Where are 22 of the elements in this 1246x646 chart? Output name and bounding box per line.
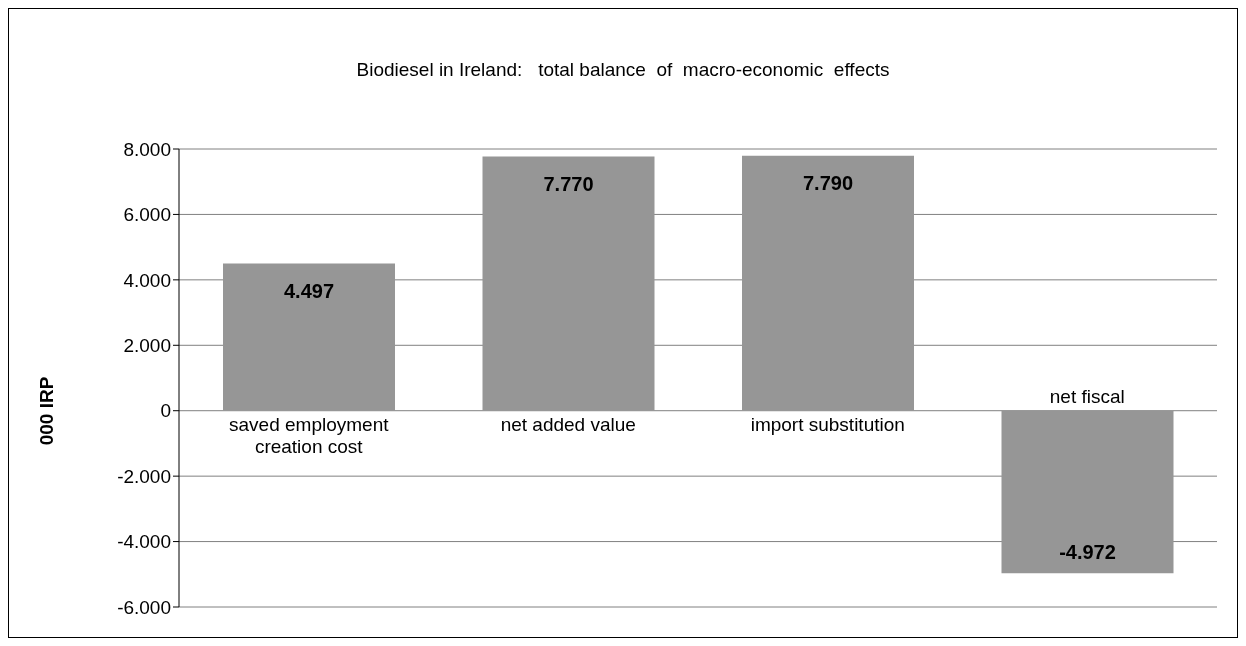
bar xyxy=(482,156,655,411)
data-label: 7.790 xyxy=(802,171,854,194)
y-tick-label: 0 xyxy=(160,400,171,422)
x-tick-label: saved employment creation cost xyxy=(229,413,390,457)
y-tick-label: 2.000 xyxy=(123,335,171,357)
x-tick-label: net fiscal xyxy=(1049,385,1125,407)
y-axis-title: 000 IRP xyxy=(36,376,58,446)
y-tick-label: -4.000 xyxy=(117,531,171,553)
y-tick-label: 4.000 xyxy=(123,269,171,291)
data-label: -4.972 xyxy=(1059,541,1116,564)
data-label: 4.497 xyxy=(283,279,335,302)
chart-title: Biodiesel in Ireland: total balance of macro-economic effects xyxy=(355,59,891,81)
x-tick-label: import substitution xyxy=(750,413,905,435)
y-tick-label: 6.000 xyxy=(123,204,171,226)
y-tick-label: -2.000 xyxy=(117,465,171,487)
bar xyxy=(223,263,395,411)
data-label: 7.770 xyxy=(543,172,594,195)
y-tick-label: 8.000 xyxy=(123,138,171,160)
y-tick-label: -6.000 xyxy=(117,596,171,618)
bar xyxy=(1001,410,1174,574)
x-tick-label: net added value xyxy=(500,413,636,435)
bar xyxy=(742,155,914,411)
